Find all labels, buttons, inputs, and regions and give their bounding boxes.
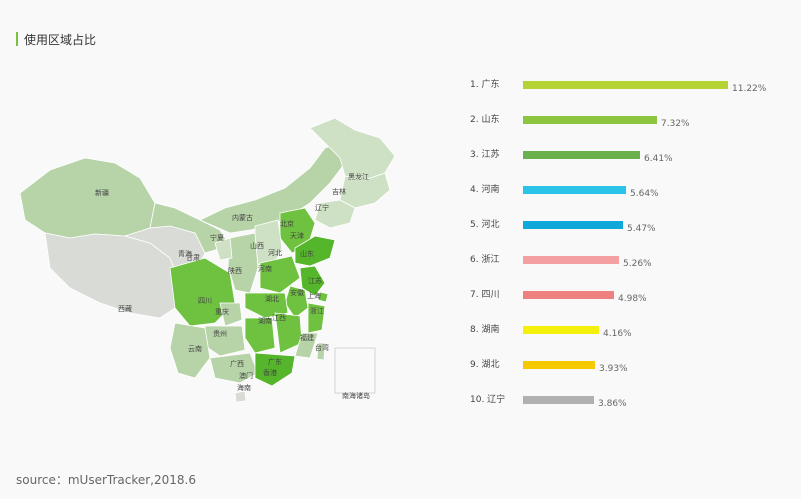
ranking-bar [523, 326, 599, 334]
province-gansu [149, 202, 231, 254]
map-province-label: 浙江 [310, 306, 324, 315]
province-chongqing [219, 302, 243, 327]
map-province-label: 西藏 [118, 304, 132, 313]
province-fujian [294, 332, 319, 359]
ranking-row: 6. 浙江 5.26% [0, 253, 801, 269]
map-province-label: 湖北 [265, 294, 279, 303]
ranking-bar [523, 116, 657, 124]
ranking-category-label: 10. 辽宁 [470, 395, 506, 405]
province-hunan [244, 317, 276, 354]
map-province-label: 河南 [258, 264, 272, 273]
map-province-label: 江苏 [308, 276, 322, 285]
ranking-bar [523, 221, 623, 229]
ranking-bar [523, 396, 594, 404]
map-province-label: 广东 [268, 357, 282, 366]
province-liaoning [314, 199, 356, 229]
map-province-label: 河北 [268, 249, 282, 257]
ranking-value-label: 5.64% [630, 189, 659, 199]
map-province-label: 广西 [230, 359, 244, 368]
province-henan [259, 255, 301, 294]
ranking-row: 2. 山东 7.32% [0, 113, 801, 129]
map-province-label: 甘肃 [186, 253, 200, 262]
chart-header: 使用区域占比 [16, 32, 97, 47]
ranking-value-label: 3.93% [599, 364, 628, 374]
ranking-category-label: 5. 河北 [470, 220, 500, 230]
map-province-label: 青海 [178, 249, 192, 258]
ranking-row: 7. 四川 4.98% [0, 288, 801, 304]
ranking-value-label: 4.98% [618, 294, 647, 304]
title-accent-bar [16, 32, 18, 46]
map-province-label: 贵州 [213, 329, 227, 338]
province-jiangsu [299, 265, 326, 297]
map-province-label: 澳门 [239, 371, 253, 380]
map-province-label: 内蒙古 [232, 213, 253, 222]
ranking-row: 10. 辽宁 3.86% [0, 393, 801, 409]
ranking-category-label: 7. 四川 [470, 290, 500, 300]
province-guangdong [254, 352, 296, 387]
map-province-label: 山东 [300, 249, 314, 258]
ranking-row: 5. 河北 5.47% [0, 218, 801, 234]
map-province-label: 四川 [198, 297, 212, 305]
map-province-label: 重庆 [215, 307, 229, 316]
ranking-row: 3. 江苏 6.41% [0, 148, 801, 164]
map-province-label: 宁夏 [210, 233, 224, 242]
ranking-value-label: 6.41% [644, 154, 673, 164]
map-province-label: 江西 [272, 314, 286, 322]
province-shandong [294, 235, 336, 267]
ranking-value-label: 5.26% [623, 259, 652, 269]
map-province-label: 上海 [307, 291, 321, 300]
chart-title: 使用区域占比 [24, 32, 97, 47]
map-province-label: 海南 [237, 383, 251, 392]
province-taiwan [316, 342, 326, 361]
ranking-category-label: 4. 河南 [470, 185, 500, 195]
ranking-bar [523, 151, 640, 159]
map-province-label: 新疆 [95, 188, 109, 197]
map-province-label: 云南 [188, 344, 202, 353]
map-province-label: 湖南 [258, 316, 272, 325]
ranking-bar [523, 81, 728, 89]
ranking-row: 4. 河南 5.64% [0, 183, 801, 199]
china-map: 新疆西藏 青海 甘肃 内蒙古 黑龙江 吉林 辽宁宁夏山西 河北 北京天津陕西 河南 山东江苏 安徽 上海… [10, 108, 410, 408]
map-province-label: 北京 [280, 219, 294, 228]
ranking-row: 9. 湖北 3.93% [0, 358, 801, 374]
ranking-value-label: 7.32% [661, 119, 690, 129]
ranking-bar [523, 256, 619, 264]
ranking-row: 1. 广东 11.22% [0, 78, 801, 94]
ranking-bar [523, 361, 595, 369]
map-province-label: 黑龙江 [348, 172, 369, 181]
ranking-category-label: 6. 浙江 [470, 255, 500, 265]
ranking-value-label: 11.22% [732, 84, 767, 94]
ranking-category-label: 2. 山东 [470, 115, 500, 125]
map-province-label: 香港 [263, 368, 277, 377]
map-province-label: 台湾 [315, 343, 329, 352]
province-yunnan [169, 322, 211, 379]
map-province-label: 陕西 [228, 266, 242, 275]
ranking-value-label: 3.86% [598, 399, 627, 409]
map-province-label: 福建 [300, 333, 314, 342]
province-ningxia [214, 237, 233, 261]
map-province-label: 安徽 [290, 288, 304, 297]
ranking-row: 8. 湖南 4.16% [0, 323, 801, 339]
map-province-label: 天津 [290, 232, 304, 240]
ranking-category-label: 9. 湖北 [470, 360, 500, 370]
ranking-bar [523, 186, 626, 194]
map-province-label: 吉林 [332, 187, 346, 196]
ranking-category-label: 3. 江苏 [470, 150, 500, 160]
map-province-label: 辽宁 [315, 203, 329, 212]
ranking-value-label: 5.47% [627, 224, 656, 234]
ranking-category-label: 1. 广东 [470, 80, 500, 90]
province-zhejiang [307, 302, 326, 334]
ranking-bar [523, 291, 614, 299]
map-province-label: 山西 [250, 241, 264, 250]
source-note: source：mUserTracker,2018.6 [16, 473, 196, 487]
province-hainan [234, 390, 247, 403]
south-sea-inset [334, 347, 376, 394]
province-shanghai [317, 291, 329, 303]
map-province-label: 南海诸岛 [342, 391, 370, 400]
province-guangxi [209, 352, 259, 384]
ranking-value-label: 4.16% [603, 329, 632, 339]
ranking-category-label: 8. 湖南 [470, 325, 500, 335]
